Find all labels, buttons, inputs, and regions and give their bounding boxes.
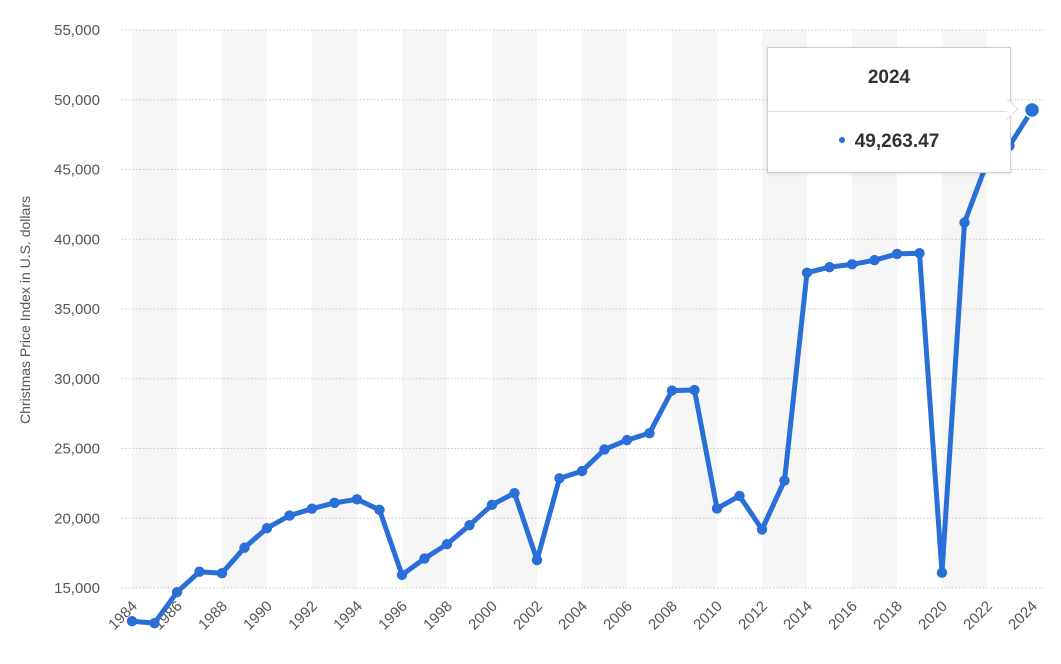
data-point[interactable]: [306, 503, 318, 514]
x-tick-label: 1994: [330, 598, 366, 634]
data-point[interactable]: [711, 503, 723, 514]
data-point[interactable]: [351, 494, 363, 505]
x-tick-label: 1988: [195, 598, 231, 634]
data-point[interactable]: [599, 444, 610, 455]
data-point[interactable]: [441, 538, 453, 550]
data-point[interactable]: [801, 267, 813, 278]
data-point[interactable]: [959, 217, 970, 228]
x-tick-label: 2002: [510, 598, 546, 634]
data-point[interactable]: [419, 553, 430, 564]
x-tick-label: 2012: [735, 598, 771, 634]
data-point[interactable]: [756, 524, 768, 535]
data-point[interactable]: [689, 384, 700, 396]
data-point[interactable]: [216, 567, 228, 579]
data-point[interactable]: [171, 587, 183, 598]
data-points[interactable]: [126, 101, 1041, 629]
y-tick-label: 45,000: [54, 162, 100, 179]
data-point[interactable]: [374, 504, 385, 516]
x-tick-label: 2014: [780, 598, 816, 634]
x-tick-label: 2000: [465, 598, 501, 634]
data-point[interactable]: [846, 259, 858, 270]
data-point[interactable]: [284, 510, 295, 521]
data-point[interactable]: [666, 385, 678, 396]
x-tick-label: 2004: [555, 598, 591, 634]
x-tick-label: 2024: [1005, 598, 1041, 634]
data-point[interactable]: [239, 542, 250, 553]
x-tick-label: 2006: [600, 598, 636, 634]
y-axis-title: Christmas Price Index in U.S. dollars: [17, 196, 33, 424]
x-axis-ticks: 1984 1986 1988 1990 1992 1994 1996 1998 2000 2002…: [105, 598, 1041, 634]
data-point[interactable]: [329, 497, 340, 509]
tooltip-value-row: 49,263.47: [768, 112, 1010, 172]
series-dot-icon: [838, 137, 845, 144]
data-point[interactable]: [869, 254, 880, 266]
y-tick-label: 25,000: [54, 441, 100, 458]
x-tick-label: 2022: [960, 598, 996, 634]
x-tick-label: 1996: [375, 598, 411, 634]
data-point[interactable]: [509, 487, 520, 499]
data-point[interactable]: [464, 520, 475, 531]
y-tick-label: 35,000: [54, 301, 100, 318]
data-point[interactable]: [891, 248, 903, 260]
data-point[interactable]: [194, 566, 205, 577]
x-tick-label: 2008: [645, 598, 681, 634]
y-tick-label: 55,000: [54, 22, 100, 39]
data-point[interactable]: [486, 499, 498, 511]
x-tick-label: 1998: [420, 598, 456, 634]
data-point[interactable]: [261, 522, 273, 534]
y-tick-label: 30,000: [54, 371, 100, 388]
data-point[interactable]: [936, 567, 948, 578]
tooltip-year: 2024: [768, 48, 1010, 112]
data-point[interactable]: [531, 554, 543, 566]
x-tick-label: 1990: [240, 598, 276, 634]
data-point[interactable]: [554, 473, 565, 484]
data-point[interactable]: [149, 617, 160, 629]
y-tick-label: 40,000: [54, 231, 100, 248]
x-tick-label: 1992: [285, 598, 321, 634]
y-tick-label: 20,000: [54, 510, 100, 527]
x-tick-label: 2016: [825, 598, 861, 634]
data-point[interactable]: [576, 465, 588, 477]
y-axis-ticks: 15,000 20,000 25,000 30,000 35,000 40,000 45,0…: [54, 22, 100, 597]
y-tick-label: 50,000: [54, 92, 100, 109]
data-point[interactable]: [396, 569, 408, 581]
data-point[interactable]: [779, 475, 790, 486]
data-point[interactable]: [734, 490, 745, 502]
x-tick-label: 2020: [915, 598, 951, 634]
highlighted-data-point[interactable]: [1023, 101, 1041, 119]
tooltip-value: 49,263.47: [854, 131, 940, 152]
x-tick-label: 2018: [870, 598, 906, 634]
data-point[interactable]: [644, 427, 655, 439]
y-tick-label: 15,000: [54, 580, 100, 597]
data-point[interactable]: [824, 261, 835, 273]
data-point[interactable]: [914, 248, 925, 259]
x-tick-label: 2010: [690, 598, 726, 634]
data-point[interactable]: [621, 434, 633, 446]
tooltip: 2024 49,263.47: [767, 47, 1011, 173]
x-tick-label: 1984: [105, 598, 141, 634]
data-point[interactable]: [126, 615, 138, 627]
tooltip-pointer-fill: [1007, 99, 1017, 119]
